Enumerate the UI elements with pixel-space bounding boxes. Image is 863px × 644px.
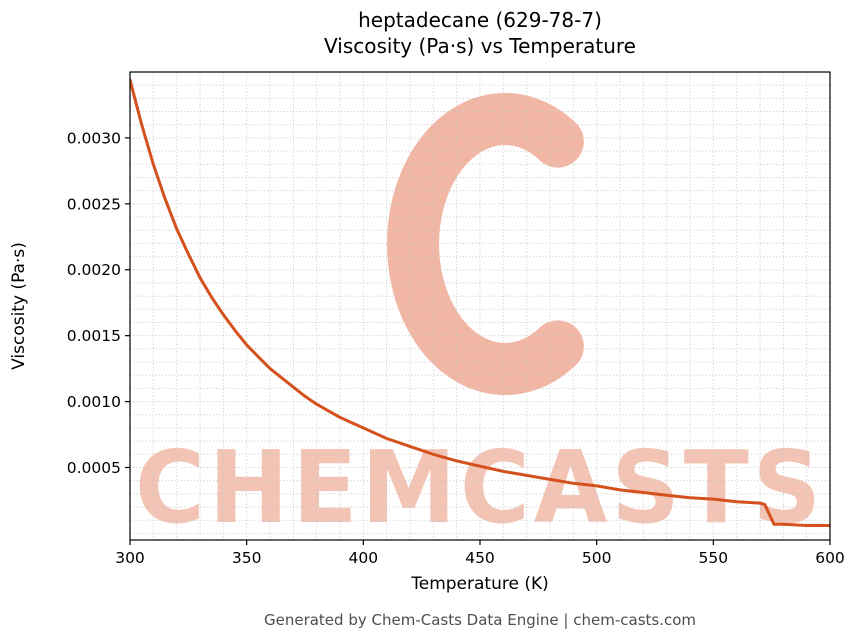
y-tick-label: 0.0020 — [67, 261, 121, 279]
y-tick-label: 0.0025 — [67, 195, 121, 213]
x-tick-label: 300 — [115, 549, 145, 567]
watermark: CHEMCASTS — [135, 93, 825, 546]
chart-title-line2: Viscosity (Pa·s) vs Temperature — [324, 34, 636, 59]
footer-credit: Generated by Chem-Casts Data Engine | ch… — [263, 611, 697, 629]
chart-title: heptadecane (629-78-7) Viscosity (Pa·s) … — [324, 7, 636, 60]
y-tick-label: 0.0005 — [67, 459, 121, 477]
y-tick-label: 0.0015 — [67, 327, 121, 345]
watermark-logo-c-icon — [387, 93, 584, 395]
series-line-viscosity — [130, 78, 830, 527]
x-tick-label: 500 — [582, 549, 612, 567]
x-tick-label: 450 — [465, 549, 495, 567]
x-tick-label: 600 — [815, 549, 845, 567]
x-tick-label: 550 — [699, 549, 729, 567]
y-tick-label: 0.0010 — [67, 393, 121, 411]
watermark-text: CHEMCASTS — [135, 429, 825, 546]
x-tick-label: 400 — [349, 549, 379, 567]
y-axis-label: Viscosity (Pa·s) — [9, 242, 29, 370]
grid-lines — [130, 72, 830, 540]
plot-area: CHEMCASTS — [130, 72, 830, 546]
y-tick-label: 0.0030 — [67, 129, 121, 147]
x-tick-label: 350 — [232, 549, 262, 567]
x-axis-label: Temperature (K) — [410, 574, 549, 594]
chart-title-line1: heptadecane (629-78-7) — [358, 8, 602, 32]
